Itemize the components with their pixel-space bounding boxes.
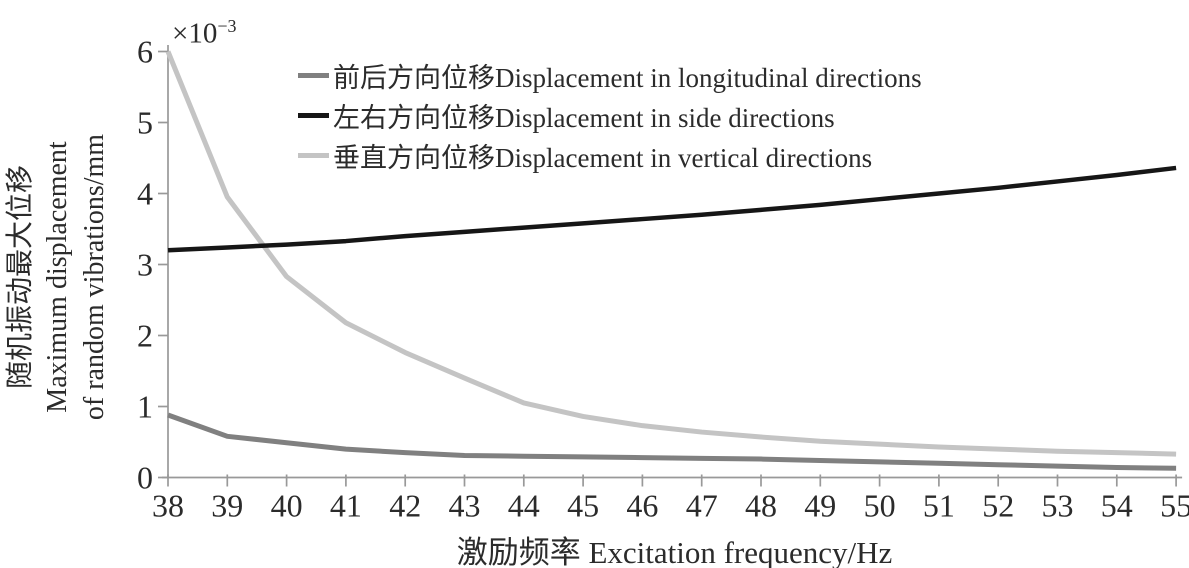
svg-text:43: 43 <box>449 488 481 524</box>
svg-text:1: 1 <box>137 389 153 425</box>
svg-text:3: 3 <box>137 247 153 283</box>
svg-text:47: 47 <box>686 488 718 524</box>
svg-text:42: 42 <box>389 488 421 524</box>
svg-text:54: 54 <box>1101 488 1133 524</box>
svg-text:52: 52 <box>982 488 1014 524</box>
svg-text:51: 51 <box>923 488 955 524</box>
y-axis-label-line-en2: of random vibrations/mm <box>79 133 110 421</box>
svg-text:0: 0 <box>137 460 153 496</box>
y-axis-offset-label: ×10−3 <box>172 10 236 50</box>
svg-text:4: 4 <box>137 176 153 212</box>
svg-text:50: 50 <box>864 488 896 524</box>
svg-text:38: 38 <box>152 488 184 524</box>
y-axis-label-line-cn: 随机振动最大位移 <box>5 165 36 390</box>
svg-text:53: 53 <box>1042 488 1074 524</box>
y-axis-label: 随机振动最大位移 Maximum displacement of random … <box>2 42 114 512</box>
legend: 前后方向位移Displacement in longitudinal direc… <box>298 55 922 175</box>
svg-text:5: 5 <box>137 105 153 141</box>
svg-text:39: 39 <box>211 488 243 524</box>
y-axis-offset-exponent: −3 <box>217 16 237 36</box>
svg-text:48: 48 <box>745 488 777 524</box>
legend-swatch-side <box>298 112 329 118</box>
svg-text:44: 44 <box>508 488 540 524</box>
y-axis-offset-base: ×10 <box>172 17 218 50</box>
svg-text:45: 45 <box>567 488 599 524</box>
legend-item-side: 左右方向位移Displacement in side directions <box>298 95 922 135</box>
x-axis-label: 激励频率 Excitation frequency/Hz <box>456 535 893 568</box>
legend-swatch-vertical <box>298 152 329 158</box>
svg-text:49: 49 <box>804 488 836 524</box>
legend-item-longitudinal: 前后方向位移Displacement in longitudinal direc… <box>298 55 922 95</box>
legend-label-longitudinal: 前后方向位移Displacement in longitudinal direc… <box>333 62 922 93</box>
svg-text:2: 2 <box>137 318 153 354</box>
svg-text:6: 6 <box>137 34 153 70</box>
legend-label-side: 左右方向位移Displacement in side directions <box>333 102 835 133</box>
legend-swatch-longitudinal <box>298 72 329 78</box>
y-axis-label-line-en1: Maximum displacement <box>42 141 73 413</box>
svg-text:41: 41 <box>330 488 362 524</box>
legend-item-vertical: 垂直方向位移Displacement in vertical direction… <box>298 135 922 175</box>
svg-text:40: 40 <box>271 488 303 524</box>
svg-text:46: 46 <box>626 488 658 524</box>
legend-label-vertical: 垂直方向位移Displacement in vertical direction… <box>333 142 873 173</box>
svg-text:55: 55 <box>1160 488 1189 524</box>
